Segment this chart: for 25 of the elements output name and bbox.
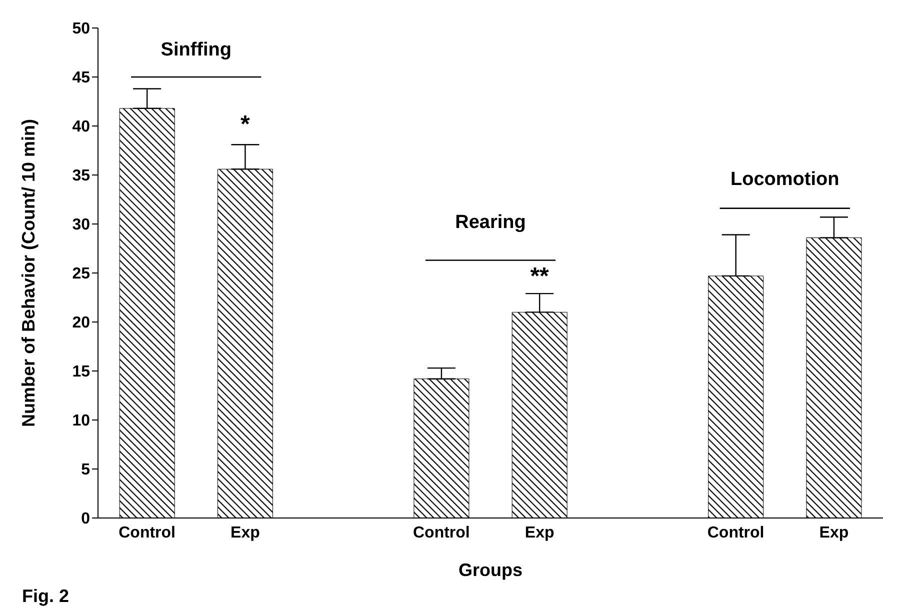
y-tick-label: 30 — [72, 216, 90, 234]
y-tick-label: 15 — [72, 364, 90, 381]
y-tick-label: 10 — [72, 412, 90, 430]
y-tick-label: 0 — [81, 510, 90, 528]
annotation: Rearing — [455, 212, 526, 233]
annotation: ** — [530, 262, 550, 290]
annotation: * — [240, 110, 251, 138]
y-tick-label: 40 — [72, 118, 90, 136]
x-tick-label: Exp — [230, 524, 260, 542]
y-tick-label: 5 — [81, 462, 90, 479]
x-tick-label: Control — [118, 524, 176, 542]
annotation: Locomotion — [730, 168, 840, 190]
y-axis-title: Number of Behavior (Count/ 10 min) — [18, 118, 38, 428]
y-tick-label: 50 — [72, 20, 90, 38]
y-tick-label: 25 — [72, 266, 90, 283]
x-tick-label: Exp — [524, 524, 554, 542]
x-tick-label: Exp — [819, 524, 849, 542]
annotation: Sinffing — [160, 39, 232, 60]
y-tick-label: 20 — [72, 314, 90, 332]
caption: Fig. 2 — [22, 586, 70, 606]
x-tick-label: Control — [413, 524, 470, 542]
x-axis-title: Groups — [458, 560, 523, 580]
y-tick-label: 45 — [72, 70, 90, 87]
x-tick-label: Control — [707, 524, 764, 542]
y-tick-label: 35 — [72, 168, 90, 185]
